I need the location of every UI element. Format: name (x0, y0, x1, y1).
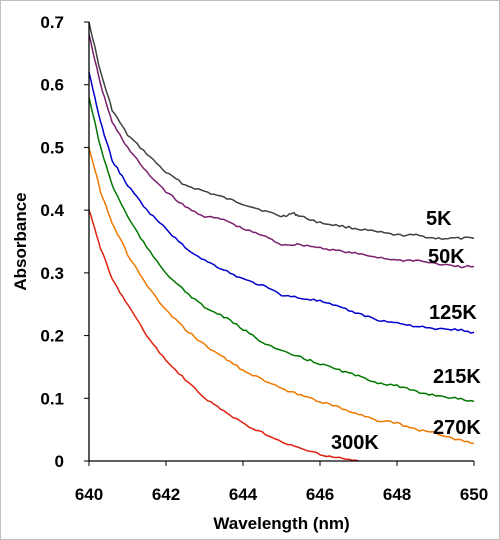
series-labels: 5K 50K 125K 215K 270K 300K (331, 208, 481, 454)
x-tick-label: 648 (383, 485, 411, 504)
y-tick-label: 0.3 (40, 264, 64, 283)
series-label-270k: 270K (433, 417, 481, 439)
series-line-50k (88, 34, 475, 269)
y-tick-label: 0.1 (40, 389, 64, 408)
x-tick-label: 644 (229, 485, 258, 504)
series-line-270k (88, 147, 475, 445)
y-tick-label: 0.2 (40, 327, 64, 346)
series-line-125k (88, 72, 475, 334)
y-axis-title: Absorbance (11, 192, 30, 290)
x-tick-label: 640 (75, 485, 103, 504)
series-label-215k: 215K (433, 366, 481, 388)
y-tick-label: 0.7 (40, 13, 64, 32)
series-label-300k: 300K (331, 432, 379, 454)
series-line-5k (88, 21, 475, 240)
x-tick-label: 646 (306, 485, 334, 504)
series-lines (88, 21, 475, 462)
series-line-300k (88, 209, 359, 462)
y-tick-label: 0.5 (40, 138, 64, 157)
tick-labels: 0 0.1 0.2 0.3 0.4 0.5 0.6 0.7 640 642 644 646 648 650 (40, 13, 488, 504)
series-label-125k: 125K (429, 302, 477, 324)
y-tick-label: 0.6 (40, 76, 64, 95)
y-tick-label: 0 (55, 452, 64, 471)
y-tick-label: 0.4 (40, 201, 64, 220)
x-tick-label: 650 (460, 485, 488, 504)
series-label-5k: 5K (426, 208, 452, 230)
series-line-215k (88, 97, 475, 403)
x-tick-label: 642 (152, 485, 180, 504)
series-label-50k: 50K (428, 246, 465, 268)
axes (84, 21, 475, 466)
x-axis-title: Wavelength (nm) (213, 514, 349, 533)
